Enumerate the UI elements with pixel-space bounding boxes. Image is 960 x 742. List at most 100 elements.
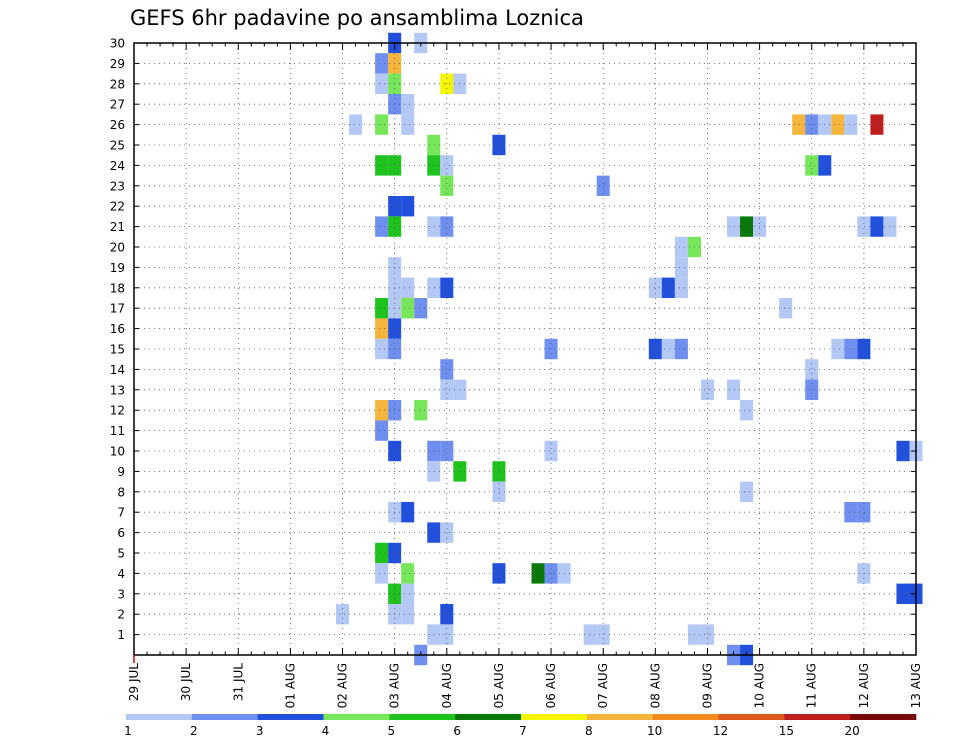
grid-layer xyxy=(134,42,916,655)
colorbar-label: 20 xyxy=(845,724,860,738)
y-tick-label: 9 xyxy=(117,465,125,479)
y-tick-label: 21 xyxy=(110,220,125,234)
colorbar-swatch xyxy=(323,714,390,720)
y-tick-label: 29 xyxy=(110,57,125,71)
y-tick-label: 7 xyxy=(117,506,125,520)
colorbar: 1 2 3 4 5 6 7 8 10 12 15 20 xyxy=(124,714,917,738)
heatmap-cell xyxy=(896,583,910,604)
y-tick-label: 16 xyxy=(110,322,125,336)
colorbar-label: 3 xyxy=(256,724,264,738)
heatmap-cell xyxy=(857,502,871,523)
heatmap-cell xyxy=(661,277,675,298)
heatmap-cell xyxy=(427,155,441,176)
heatmap-cell xyxy=(401,298,415,319)
heatmap-cell xyxy=(427,461,441,482)
heatmap-cell xyxy=(674,277,688,298)
x-tick-label: 06 AUG xyxy=(544,663,558,708)
heatmap-cell xyxy=(740,216,754,237)
y-tick-label: 13 xyxy=(110,383,125,397)
x-tick-label: 02 AUG xyxy=(336,663,350,708)
heatmap-cell xyxy=(375,400,389,421)
heatmap-cell xyxy=(349,114,363,135)
heatmap-cell xyxy=(427,624,441,645)
y-tick-label: 12 xyxy=(110,404,125,418)
chart-title: GEFS 6hr padavine po ansamblima Loznica xyxy=(130,6,584,30)
heatmap-cell xyxy=(857,216,871,237)
heatmap-cell xyxy=(375,298,389,319)
y-tick-label: 11 xyxy=(110,424,125,438)
heatmap-cell xyxy=(805,114,819,135)
colorbar-label: 7 xyxy=(519,724,527,738)
heatmap-cell xyxy=(427,522,441,543)
y-tick-label: 8 xyxy=(117,485,125,499)
heatmap-cell xyxy=(844,114,858,135)
x-tick-label: 07 AUG xyxy=(596,663,610,708)
colorbar-label: 12 xyxy=(713,724,728,738)
heatmap-cell xyxy=(674,236,688,258)
y-tick-label: 24 xyxy=(110,159,125,173)
heatmap-cell xyxy=(401,563,415,584)
heatmap-cell xyxy=(700,624,714,645)
colorbar-swatch xyxy=(718,714,785,720)
colorbar-label: 10 xyxy=(647,724,662,738)
heatmap-cell xyxy=(440,440,454,462)
heatmap-cell xyxy=(375,114,389,135)
y-axis: 1234567891011121314151617181920212223242… xyxy=(110,37,916,642)
heatmap-cell xyxy=(870,216,884,237)
heatmap-cell xyxy=(401,277,415,298)
heatmap-cell xyxy=(375,420,389,441)
heatmap-cell xyxy=(740,400,754,421)
heatmap-cell xyxy=(805,359,819,380)
heatmap-cell xyxy=(401,94,415,115)
colorbar-label: 2 xyxy=(190,724,198,738)
heatmap-cell xyxy=(805,155,819,176)
y-tick-label: 22 xyxy=(110,200,125,214)
heatmap-cell xyxy=(375,155,389,176)
y-tick-label: 17 xyxy=(110,302,125,316)
x-tick-label: 05 AUG xyxy=(492,663,506,708)
heatmap-cell xyxy=(414,298,428,319)
x-tick-label: 30 JUL xyxy=(179,663,193,701)
heatmap-cell xyxy=(805,379,819,400)
x-tick-label: 03 AUG xyxy=(388,663,402,708)
heatmap-cell xyxy=(440,522,454,543)
colorbar-swatch xyxy=(586,714,653,720)
heatmap-cell xyxy=(596,624,610,645)
x-tick-label: 04 AUG xyxy=(440,663,454,708)
colorbar-swatch xyxy=(257,714,324,720)
heatmap-cell xyxy=(375,542,389,564)
heatmap-cell xyxy=(440,379,454,400)
heatmap-cell xyxy=(844,502,858,523)
y-tick-label: 2 xyxy=(117,608,125,622)
heatmap-cell xyxy=(727,379,741,400)
heatmap-cell xyxy=(375,216,389,237)
y-tick-label: 4 xyxy=(117,567,125,581)
colorbar-swatch xyxy=(850,714,917,720)
heatmap-cell xyxy=(440,359,454,380)
heatmap-cell xyxy=(401,502,415,523)
heatmap-cell xyxy=(661,338,675,360)
y-tick-label: 28 xyxy=(110,77,125,91)
heatmap-cell xyxy=(492,134,506,156)
colorbar-swatch xyxy=(126,714,193,720)
heatmap-cell xyxy=(700,379,714,400)
colorbar-label: 4 xyxy=(322,724,330,738)
colorbar-label: 6 xyxy=(453,724,461,738)
y-tick-label: 6 xyxy=(117,526,125,540)
y-tick-label: 5 xyxy=(117,547,125,561)
x-tick-label: 12 AUG xyxy=(857,663,871,708)
y-tick-label: 18 xyxy=(110,281,125,295)
heatmap-cell xyxy=(375,73,389,94)
heatmap-cell xyxy=(401,583,415,604)
y-tick-label: 15 xyxy=(110,343,125,357)
y-tick-label: 14 xyxy=(110,363,125,377)
y-tick-label: 1 xyxy=(117,628,125,642)
heatmap-cell xyxy=(727,216,741,237)
heatmap-cell xyxy=(427,277,441,298)
heatmap-cell xyxy=(427,440,441,462)
colorbar-label: 15 xyxy=(779,724,794,738)
y-tick-label: 23 xyxy=(110,179,125,193)
heatmap-cell xyxy=(870,114,884,135)
cells-layer xyxy=(336,32,923,666)
